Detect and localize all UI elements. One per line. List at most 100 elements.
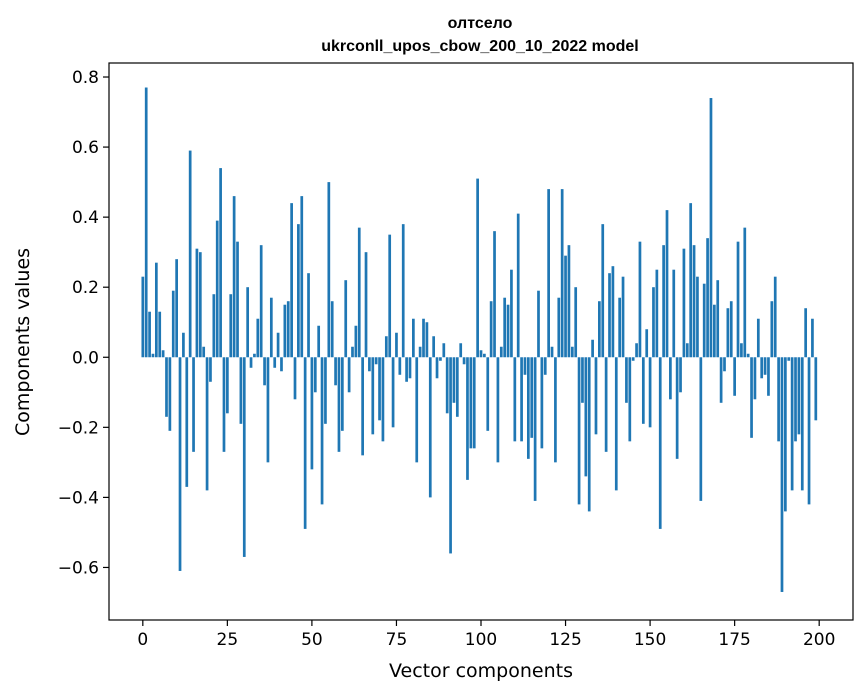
x-tick-label: 125 <box>549 630 581 650</box>
x-axis-ticks: 0 25 50 75 100 125 150 175 200 <box>137 620 835 650</box>
bar-78 <box>405 357 408 382</box>
bar-123 <box>557 297 561 358</box>
bar-86 <box>432 336 436 358</box>
bar-115 <box>530 357 534 438</box>
bar-186 <box>770 301 774 358</box>
bar-30 <box>242 357 246 557</box>
y-tick-label: −0.4 <box>58 488 99 508</box>
bar-142 <box>621 276 625 358</box>
bar-185 <box>767 357 770 396</box>
bar-55 <box>327 182 331 358</box>
bar-72 <box>384 336 388 358</box>
bar-125 <box>564 255 567 358</box>
bar-147 <box>638 241 642 358</box>
bar-178 <box>743 227 747 358</box>
x-tick-label: 175 <box>718 630 750 650</box>
bar-114 <box>526 357 530 459</box>
bar-59 <box>340 357 344 431</box>
bar-61 <box>347 357 351 393</box>
bar-116 <box>533 357 537 501</box>
y-tick-label: 0.6 <box>72 138 99 158</box>
x-tick-label: 150 <box>634 630 666 650</box>
bar-198 <box>811 318 814 358</box>
bar-4 <box>154 262 158 358</box>
bar-23 <box>219 168 222 358</box>
bar-175 <box>733 357 736 396</box>
y-tick-label: 0.8 <box>72 68 99 88</box>
bar-58 <box>337 357 341 452</box>
bar-49 <box>307 273 310 358</box>
bar-143 <box>625 357 628 403</box>
bar-33 <box>253 353 256 358</box>
y-tick-label: −0.2 <box>58 418 99 438</box>
bar-54 <box>324 357 327 424</box>
bar-156 <box>669 357 672 400</box>
bar-89 <box>442 343 446 358</box>
bar-10 <box>175 259 178 358</box>
bar-136 <box>601 224 605 358</box>
bar-191 <box>787 357 791 361</box>
bar-11 <box>178 357 182 571</box>
bar-117 <box>537 290 540 358</box>
bar-31 <box>246 287 250 358</box>
bars-group <box>141 87 818 592</box>
bar-75 <box>395 332 398 358</box>
bar-52 <box>317 325 321 358</box>
bar-197 <box>807 357 811 505</box>
bar-149 <box>645 329 649 358</box>
bar-163 <box>692 245 696 358</box>
bar-56 <box>330 301 334 358</box>
x-tick-label: 100 <box>465 630 497 650</box>
chart-subtitle: ukrconll_upos_cbow_200_10_2022 model <box>321 38 638 55</box>
bar-70 <box>378 357 381 421</box>
bar-153 <box>658 357 662 529</box>
bar-95 <box>462 357 466 365</box>
bar-94 <box>459 343 463 358</box>
bar-96 <box>466 357 469 480</box>
bar-7 <box>165 357 168 417</box>
y-tick-label: 0.0 <box>72 348 99 368</box>
bar-3 <box>151 353 155 358</box>
bar-150 <box>648 357 652 428</box>
bar-32 <box>249 357 253 368</box>
y-tick-label: −0.6 <box>58 558 99 578</box>
bar-171 <box>719 357 723 403</box>
bar-44 <box>290 203 293 358</box>
bar-105 <box>496 357 500 463</box>
bar-139 <box>611 266 615 358</box>
bar-199 <box>814 357 818 421</box>
bar-195 <box>800 357 804 491</box>
bar-82 <box>418 346 422 358</box>
x-tick-label: 75 <box>386 630 408 650</box>
bar-112 <box>520 357 523 442</box>
bar-124 <box>560 189 564 358</box>
bar-97 <box>469 357 473 449</box>
bar-91 <box>449 357 452 554</box>
bar-83 <box>422 318 425 358</box>
bar-19 <box>205 357 209 491</box>
bar-140 <box>614 357 618 491</box>
bar-27 <box>232 196 236 358</box>
bar-41 <box>280 357 283 372</box>
bar-174 <box>729 301 733 358</box>
bar-66 <box>364 252 368 358</box>
bar-193 <box>794 357 797 442</box>
bar-40 <box>276 332 280 358</box>
bar-129 <box>577 357 581 505</box>
bar-81 <box>415 357 419 463</box>
chart-title: олтсело <box>448 15 513 32</box>
bar-85 <box>428 357 432 498</box>
bar-60 <box>344 280 348 358</box>
bar-172 <box>723 357 726 372</box>
bar-2 <box>148 311 151 358</box>
bar-80 <box>412 318 415 358</box>
bar-88 <box>439 357 442 361</box>
bar-101 <box>483 353 486 358</box>
bar-130 <box>581 357 584 403</box>
bar-6 <box>161 350 165 358</box>
bar-62 <box>351 346 354 358</box>
bar-166 <box>702 283 706 358</box>
bar-74 <box>391 357 395 428</box>
bar-137 <box>604 357 608 452</box>
